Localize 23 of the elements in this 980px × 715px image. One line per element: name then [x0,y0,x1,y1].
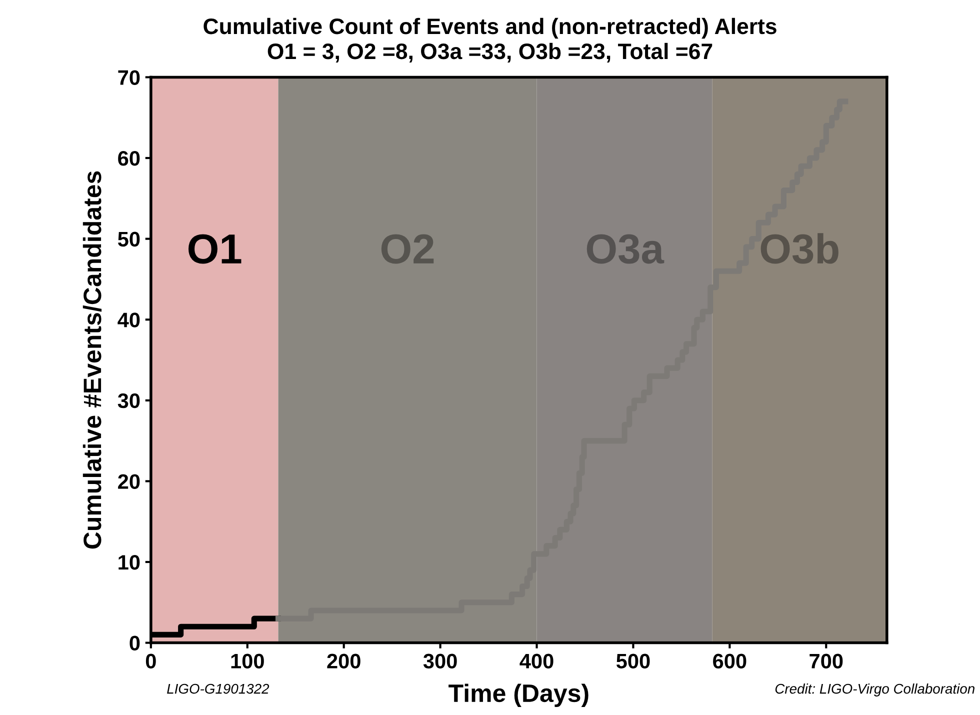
x-tick-label: 500 [616,654,650,669]
y-axis-title: Cumulative #Events/Candidates [82,171,102,549]
y-tick-label: 10 [118,554,140,570]
text: Credit: LIGO-Virgo Collaboration [775,684,974,696]
x-tick-label: 600 [713,654,746,669]
text: LIGO-G1901322 [167,684,270,694]
y-tick-label: 60 [118,151,140,166]
chart-subtitle: O1 = 3, O2 =8, O3a =33, O3b =23, Total =67 [268,42,712,62]
x-axis-title: Time (Days) [448,684,588,708]
x-tick-label: 200 [327,654,360,669]
y-tick-label: 20 [118,474,140,489]
x-tick-label: 400 [520,654,554,669]
y-tick-label: 30 [118,393,140,408]
y-tick-label: 0 [130,636,140,651]
chart-title: Cumulative Count of Events and (non-retracted) Alerts [204,18,776,39]
y-tick-label: 50 [118,232,140,247]
x-tick-label: 0 [146,654,156,669]
x-tick-label: 100 [231,654,264,669]
y-tick-label: 70 [118,70,140,85]
y-tick-label: 40 [118,312,140,328]
band-label: O1 [188,234,242,264]
x-tick-label: 300 [423,654,457,669]
x-tick-label: 700 [810,654,843,669]
